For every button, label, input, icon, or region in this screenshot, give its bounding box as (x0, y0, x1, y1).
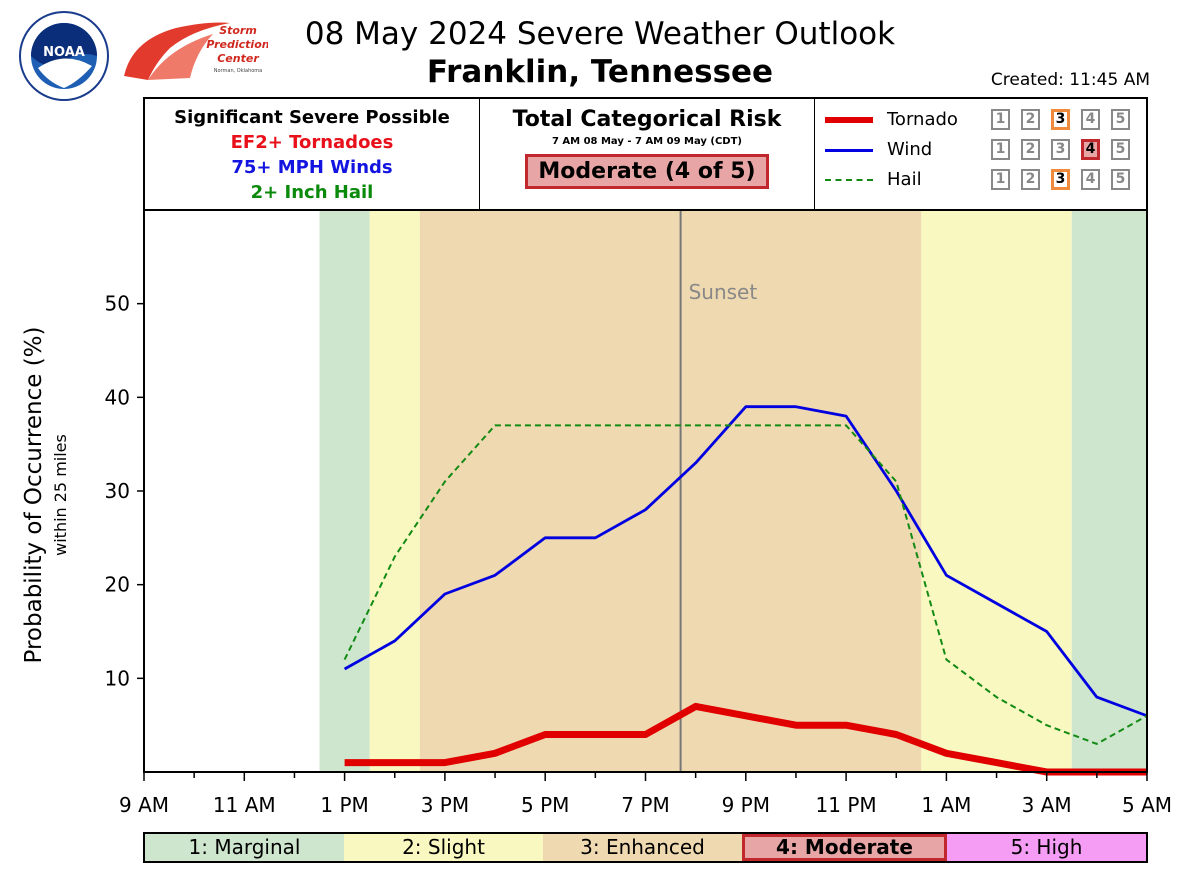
legend-row-wind: Wind 1 2 3 4 5 (825, 137, 1145, 163)
risk-heading: Total Categorical Risk (512, 107, 782, 132)
category-4: 4: Moderate (742, 834, 947, 861)
legend-level-hail-2: 2 (1021, 169, 1040, 190)
y-axis-sublabel: within 25 miles (51, 434, 70, 556)
x-tick-label-5: 7 PM (621, 793, 669, 817)
categorical-risk-box: Total Categorical Risk 7 AM 08 May - 7 A… (480, 99, 815, 209)
legend-level-hail-3: 3 (1051, 169, 1070, 190)
legend-level-tornado-3: 3 (1051, 109, 1070, 130)
y-tick-label-30: 30 (105, 479, 130, 503)
x-tick-label-6: 9 PM (722, 793, 770, 817)
x-tick-label-4: 5 PM (521, 793, 569, 817)
legend-label-wind: Wind (887, 139, 933, 160)
chart-title: 08 May 2024 Severe Weather Outlook (304, 16, 896, 52)
risk-band-slight-1 (369, 210, 420, 772)
category-3: 3: Enhanced (543, 834, 742, 861)
legend-label-tornado: Tornado (887, 109, 958, 130)
risk-band-marginal-4 (1071, 210, 1147, 772)
x-tick-label-8: 1 AM (921, 793, 971, 817)
svg-text:Center: Center (217, 52, 259, 65)
svg-text:Storm: Storm (219, 24, 257, 37)
svg-text:Prediction: Prediction (206, 38, 268, 51)
legend-level-tornado-5: 5 (1111, 109, 1130, 130)
sig-wind-line: 75+ MPH Winds (231, 157, 393, 178)
legend-level-wind-5: 5 (1111, 139, 1130, 160)
x-tick-label-1: 11 AM (213, 793, 276, 817)
location-subtitle: Franklin, Tennessee (426, 54, 774, 90)
significant-severe-box: Significant Severe Possible EF2+ Tornado… (145, 99, 480, 209)
category-1: 1: Marginal (145, 834, 344, 861)
risk-band-enhanced-2 (419, 210, 922, 772)
x-tick-label-0: 9 AM (119, 793, 169, 817)
noaa-logo: NOAA (18, 10, 110, 106)
legend-level-wind-2: 2 (1021, 139, 1040, 160)
legend-level-hail-5: 5 (1111, 169, 1130, 190)
legend: Tornado 1 2 3 4 5 Wind 1 2 3 4 5 Hail 1 2 3 4 5 (815, 99, 1148, 209)
svg-text:Norman, Oklahoma: Norman, Oklahoma (214, 68, 263, 74)
legend-line-wind (825, 149, 873, 152)
y-axis-label: Probability of Occurrence (%) (21, 327, 47, 664)
svg-text:NOAA: NOAA (43, 45, 85, 60)
category-5: 5: High (947, 834, 1146, 861)
legend-line-tornado (825, 117, 873, 123)
probability-chart: Sunset 10 20 30 40 50 9 AM 11 AM 1 PM 3 PM 5 PM 7 P… (21, 209, 1172, 817)
series-line-hail (343, 424, 1148, 745)
series-line-tornado (344, 702, 1147, 776)
y-tick-label-20: 20 (105, 573, 130, 597)
risk-band-slight-3 (921, 210, 1072, 772)
legend-line-hail (825, 179, 873, 181)
y-tick-label-40: 40 (105, 385, 130, 409)
legend-level-wind-3: 3 (1051, 139, 1070, 160)
risk-band-marginal-0 (319, 210, 370, 772)
legend-row-tornado: Tornado 1 2 3 4 5 (825, 107, 1145, 133)
sig-tornado-line: EF2+ Tornadoes (230, 132, 394, 153)
significant-heading: Significant Severe Possible (174, 107, 450, 128)
x-tick-label-2: 1 PM (320, 793, 368, 817)
spc-logo: Storm Prediction Center Norman, Oklahoma (118, 18, 270, 94)
risk-value-badge: Moderate (4 of 5) (525, 154, 769, 189)
y-tick-label-10: 10 (105, 666, 130, 690)
x-tick-label-9: 3 AM (1022, 793, 1072, 817)
y-tick-label-50: 50 (105, 292, 130, 316)
legend-level-tornado-2: 2 (1021, 109, 1040, 130)
sig-hail-line: 2+ Inch Hail (250, 182, 374, 203)
created-timestamp: Created: 11:45 AM (990, 70, 1150, 90)
legend-level-tornado-4: 4 (1081, 109, 1100, 130)
legend-row-hail: Hail 1 2 3 4 5 (825, 167, 1145, 193)
legend-level-hail-4: 4 (1081, 169, 1100, 190)
x-tick-label-3: 3 PM (421, 793, 469, 817)
sunset-label: Sunset (689, 280, 758, 304)
legend-level-wind-4: 4 (1081, 139, 1100, 160)
category-2: 2: Slight (344, 834, 543, 861)
series-line-wind (343, 405, 1148, 718)
legend-level-wind-1: 1 (991, 139, 1010, 160)
info-panel: Significant Severe Possible EF2+ Tornado… (143, 97, 1148, 209)
risk-dates: 7 AM 08 May - 7 AM 09 May (CDT) (551, 136, 743, 147)
legend-label-hail: Hail (887, 169, 922, 190)
legend-level-hail-1: 1 (991, 169, 1010, 190)
legend-level-tornado-1: 1 (991, 109, 1010, 130)
x-tick-label-10: 5 AM (1122, 793, 1172, 817)
category-scale-bar: 1: Marginal 2: Slight 3: Enhanced 4: Modera… (143, 832, 1148, 863)
x-tick-label-7: 11 PM (816, 793, 877, 817)
